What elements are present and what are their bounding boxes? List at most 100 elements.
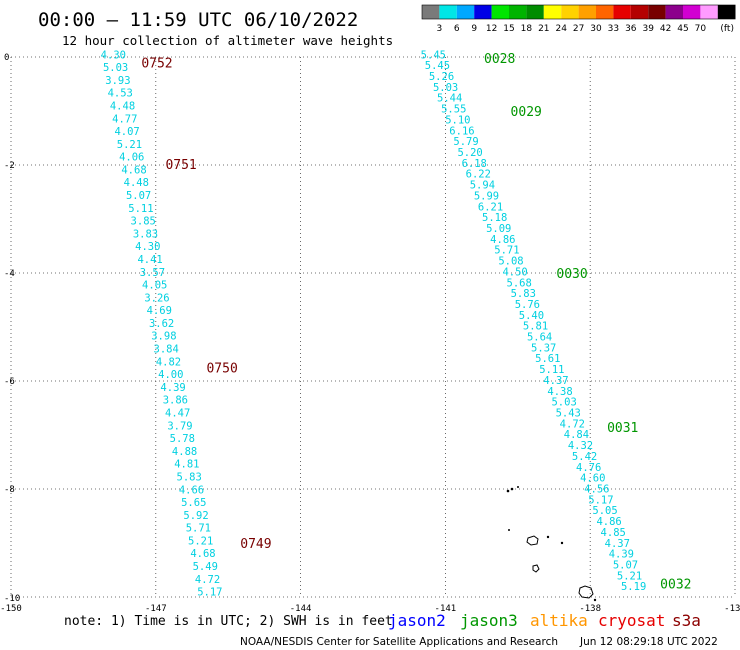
colorbar-label: 30 <box>590 24 602 34</box>
colorbar-swatch <box>717 5 736 19</box>
island-shape <box>578 585 594 599</box>
colorbar-swatch <box>561 5 579 19</box>
satellite-name: s3a <box>672 611 701 630</box>
pass-time-labels: 0752 0751 0750 0749 0028 0029 0030 0031 0032 <box>141 52 691 592</box>
colorbar-swatch <box>439 5 457 19</box>
wave-height-value: 4.39 <box>609 549 634 561</box>
colorbar-swatch <box>578 5 596 19</box>
satellite-legend: jason2 jason3 altika cryosat s3a <box>388 611 701 630</box>
colorbar-swatch <box>700 5 718 19</box>
wave-height-value: 5.65 <box>181 497 206 509</box>
colorbar-swatch <box>456 5 475 19</box>
colorbar-swatch <box>422 5 440 19</box>
island-dot <box>593 598 597 602</box>
wave-height-value: 5.71 <box>186 523 211 535</box>
colorbar-swatch <box>630 5 649 19</box>
wave-height-value: 3.84 <box>154 344 179 356</box>
wave-height-value: 3.93 <box>105 75 130 87</box>
colorbar-label: 70 <box>695 24 707 34</box>
wave-height-value: 4.86 <box>596 516 621 528</box>
island-dot <box>517 486 519 488</box>
wave-height-value: 4.07 <box>114 126 139 138</box>
wave-height-value: 3.83 <box>133 228 158 240</box>
wave-height-value: 4.39 <box>160 382 185 394</box>
wave-height-value: 5.18 <box>482 212 507 224</box>
pass-time-label: 0032 <box>660 578 691 593</box>
wave-height-value: 4.86 <box>490 234 515 246</box>
wave-height-value: 4.68 <box>121 164 146 176</box>
x-tick-label: -147 <box>145 604 167 614</box>
x-tick-label: -144 <box>290 604 312 614</box>
footer-timestamp: Jun 12 08:29:18 UTC 2022 <box>579 636 718 648</box>
wave-height-value: 3.62 <box>149 318 174 330</box>
colorbar-label: 39 <box>642 24 654 34</box>
chart-title: 00:00 – 11:59 UTC 06/10/2022 <box>38 9 358 31</box>
colorbar-swatch <box>509 5 527 19</box>
wave-height-value: 4.76 <box>576 462 601 474</box>
colorbar-label: 42 <box>660 24 671 34</box>
satellite-name: altika <box>530 611 588 630</box>
wave-height-value: 4.56 <box>584 484 609 496</box>
island-dot <box>508 529 510 531</box>
wave-height-values: 4.305.033.934.534.484.774.075.214.064.68… <box>101 49 647 598</box>
wave-height-value: 4.50 <box>502 266 527 278</box>
wave-height-value: 5.79 <box>453 136 478 148</box>
wave-height-value: 5.40 <box>519 310 544 322</box>
colorbar-label: 33 <box>608 24 619 34</box>
wave-height-value: 4.53 <box>108 88 133 100</box>
colorbar-swatch <box>596 5 614 19</box>
pass-time-label: 0031 <box>607 421 638 436</box>
wave-height-value: 4.84 <box>564 429 589 441</box>
x-tick-label: -141 <box>435 604 457 614</box>
wave-height-value: 4.30 <box>101 49 126 61</box>
wave-height-value: 5.45 <box>421 49 446 61</box>
x-tick-label: -138 <box>579 604 601 614</box>
wave-height-value: 5.44 <box>437 93 462 105</box>
wave-height-value: 5.08 <box>498 256 523 268</box>
wave-height-value: 3.26 <box>144 292 169 304</box>
pass-time-label: 0750 <box>206 362 237 377</box>
wave-height-value: 5.21 <box>617 570 642 582</box>
colorbar-label: 12 <box>486 24 497 34</box>
wave-height-value: 5.81 <box>523 321 548 333</box>
y-tick-label: -10 <box>4 594 20 604</box>
wave-height-value: 5.21 <box>117 139 142 151</box>
wave-height-value: 5.83 <box>177 471 202 483</box>
colorbar-label: 6 <box>454 24 460 34</box>
wave-height-value: 4.68 <box>190 548 215 560</box>
wave-height-value: 5.07 <box>126 190 151 202</box>
satellite-name: jason2 <box>388 611 446 630</box>
wave-height-value: 5.42 <box>572 451 597 463</box>
satellite-name: cryosat <box>598 611 665 630</box>
wave-height-value: 5.19 <box>621 581 646 593</box>
wave-height-value: 5.17 <box>197 587 222 599</box>
wave-height-value: 4.72 <box>560 418 585 430</box>
wave-height-value: 4.05 <box>142 280 167 292</box>
wave-height-value: 4.69 <box>147 305 172 317</box>
colorbar-label: 36 <box>625 24 637 34</box>
pass-time-label: 0752 <box>141 56 172 71</box>
colorbar-swatch <box>665 5 683 19</box>
pass-time-label: 0028 <box>484 52 515 67</box>
wave-height-value: 4.00 <box>158 369 183 381</box>
island-dot <box>546 535 550 539</box>
map-grid <box>10 56 736 598</box>
colorbar-label: 9 <box>471 24 477 34</box>
wave-height-value: 4.48 <box>110 100 135 112</box>
y-tick-label: 0 <box>4 53 9 63</box>
wave-height-value: 5.05 <box>592 505 617 517</box>
wave-height-value: 4.77 <box>112 113 137 125</box>
colorbar-label: 15 <box>503 24 514 34</box>
wave-height-value: 5.76 <box>515 299 540 311</box>
wave-height-value: 5.83 <box>511 288 536 300</box>
y-tick-label: -6 <box>4 377 15 387</box>
colorbar-label: 3 <box>437 24 443 34</box>
pass-time-label: 0029 <box>511 105 542 120</box>
colorbar-swatch <box>543 5 562 19</box>
island-shape <box>532 564 540 573</box>
chart-subtitle: 12 hour collection of altimeter wave hei… <box>62 33 393 48</box>
island-shape <box>526 535 539 546</box>
y-tick-label: -2 <box>4 161 15 171</box>
wave-height-value: 5.92 <box>183 510 208 522</box>
colorbar-label: 21 <box>538 24 549 34</box>
